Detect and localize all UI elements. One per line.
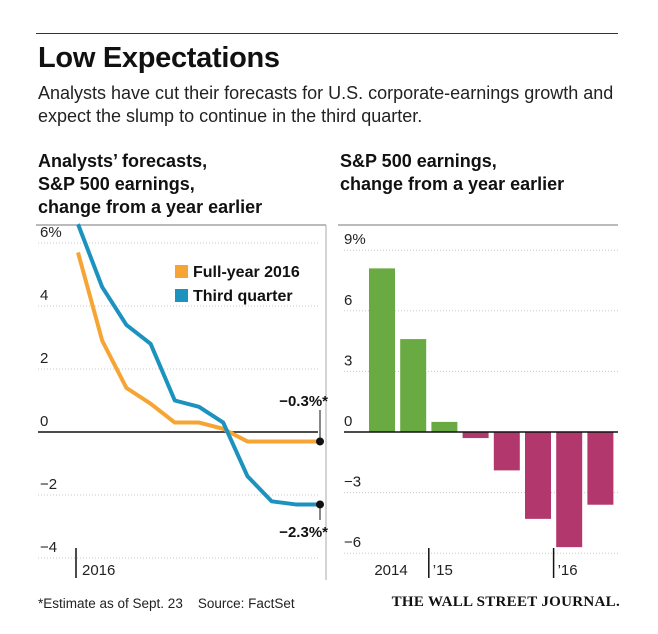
left-chart-title-line: change from a year earlier: [38, 197, 263, 217]
bar: [400, 339, 427, 432]
bar: [525, 432, 551, 519]
left-chart-title: Analysts’ forecasts, S&P 500 earnings, c…: [38, 150, 262, 219]
source-note: Source: FactSet: [197, 596, 295, 611]
annotation-label: −2.3%*: [279, 524, 328, 541]
bar: [587, 432, 614, 505]
legend-label: Full-year 2016: [193, 264, 300, 281]
right-x-tick-label: 2014: [374, 562, 407, 579]
legend-label: Third quarter: [193, 288, 293, 305]
bar: [493, 432, 520, 471]
series-line-full-year-2016: [76, 251, 320, 444]
right-y-tick-label: −6: [344, 534, 361, 551]
left-y-tick-label: 6%: [40, 224, 62, 241]
bar: [369, 268, 395, 432]
page-title: Low Expectations: [38, 42, 280, 74]
annotation-endpoint: [316, 437, 324, 446]
right-y-tick-label: −3: [344, 474, 361, 491]
right-x-tick-label: ’15: [433, 562, 453, 579]
right-y-tick-label: 9%: [344, 231, 366, 248]
right-chart-title: S&P 500 earnings, change from a year ear…: [340, 150, 564, 196]
bar: [431, 421, 458, 432]
left-chart-title-line: Analysts’ forecasts,: [38, 151, 208, 171]
series-line-third-quarter: [76, 223, 320, 507]
right-y-tick-label: 0: [344, 413, 352, 430]
legend-swatch: [175, 289, 188, 302]
right-y-tick-label: 3: [344, 352, 352, 369]
right-y-tick-label: 6: [344, 292, 352, 309]
bar: [556, 432, 583, 548]
left-y-tick-label: 0: [40, 413, 48, 430]
bar: [462, 432, 489, 439]
annotation-endpoint: [316, 500, 324, 509]
left-x-tick-label: 2016: [82, 562, 115, 579]
top-rule: [36, 33, 618, 34]
annotation-label: −0.3%*: [279, 393, 328, 410]
publisher-logo: THE WALL STREET JOURNAL.: [391, 594, 620, 610]
left-chart-title-line: S&P 500 earnings,: [38, 174, 195, 194]
legend-swatch: [175, 265, 188, 278]
page-subtitle: Analysts have cut their forecasts for U.…: [38, 83, 614, 126]
left-y-tick-label: −4: [40, 539, 57, 556]
left-y-tick-label: −2: [40, 476, 57, 493]
right-x-tick-label: ’16: [558, 562, 578, 579]
footer-note: *Estimate as of Sept. 23 Source: FactSet: [38, 596, 295, 611]
estimate-note: *Estimate as of Sept. 23: [38, 596, 183, 611]
right-chart-title-line: change from a year earlier: [340, 174, 565, 194]
right-chart-title-line: S&P 500 earnings,: [340, 151, 497, 171]
left-y-tick-label: 2: [40, 350, 48, 367]
left-y-tick-label: 4: [40, 287, 48, 304]
